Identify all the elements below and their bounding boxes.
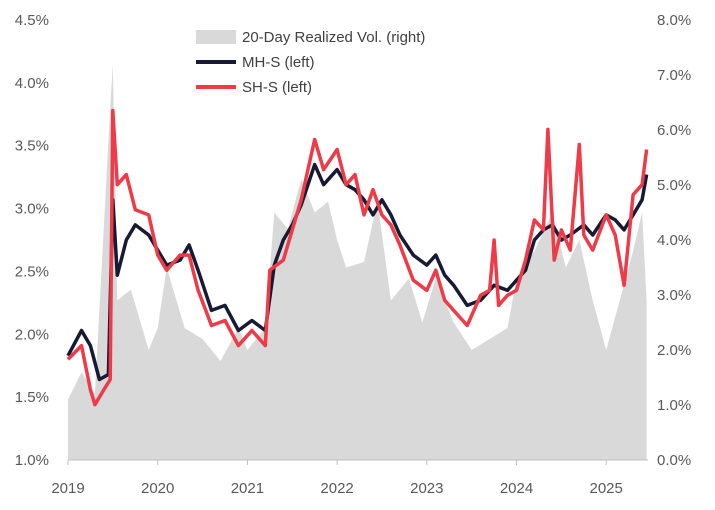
left-tick-label: 2.5%	[15, 263, 49, 280]
legend-label-vol: 20-Day Realized Vol. (right)	[242, 29, 425, 46]
area-layer	[68, 64, 647, 460]
x-tick-label: 2024	[500, 480, 533, 497]
right-tick-label: 6.0%	[657, 122, 691, 139]
right-tick-label: 3.0%	[657, 287, 691, 304]
right-tick-label: 0.0%	[657, 452, 691, 469]
legend-label-sh: SH-S (left)	[242, 79, 312, 96]
x-axis: 2019 2020 2021 2022 2023 2024 2025	[51, 460, 623, 497]
x-tick-label: 2023	[410, 480, 443, 497]
left-axis: 1.0% 1.5% 2.0% 2.5% 3.0% 3.5% 4.0% 4.5%	[15, 12, 49, 469]
x-tick-label: 2022	[320, 480, 353, 497]
left-tick-label: 3.0%	[15, 201, 49, 218]
left-tick-label: 1.0%	[15, 452, 49, 469]
right-tick-label: 5.0%	[657, 177, 691, 194]
right-tick-label: 2.0%	[657, 342, 691, 359]
legend-label-mh: MH-S (left)	[242, 54, 315, 71]
left-tick-label: 1.5%	[15, 389, 49, 406]
right-tick-label: 8.0%	[657, 12, 691, 29]
series-line-sh-s	[66, 108, 649, 407]
legend-swatch-vol	[196, 30, 236, 44]
left-tick-label: 3.5%	[15, 138, 49, 155]
left-tick-label: 2.0%	[15, 326, 49, 343]
series-area-realized-vol	[68, 64, 647, 460]
x-tick-label: 2020	[141, 480, 174, 497]
legend: 20-Day Realized Vol. (right) MH-S (left)…	[196, 29, 425, 96]
right-tick-label: 7.0%	[657, 67, 691, 84]
right-axis: 0.0% 1.0% 2.0% 3.0% 4.0% 5.0% 6.0% 7.0% 8.0%	[657, 12, 691, 469]
line-layer	[66, 108, 649, 407]
left-tick-label: 4.5%	[15, 12, 49, 29]
right-tick-label: 4.0%	[657, 232, 691, 249]
left-tick-label: 4.0%	[15, 75, 49, 92]
x-tick-label: 2021	[231, 480, 264, 497]
x-tick-label: 2025	[590, 480, 623, 497]
x-tick-label: 2019	[51, 480, 84, 497]
right-tick-label: 1.0%	[657, 397, 691, 414]
